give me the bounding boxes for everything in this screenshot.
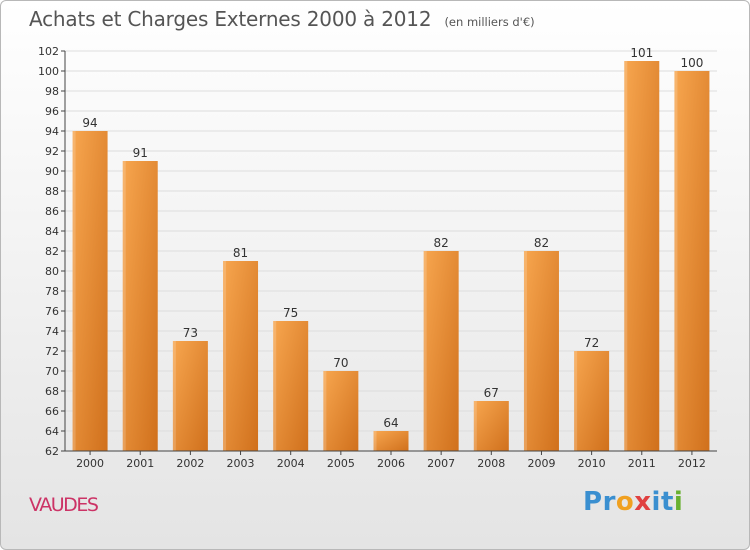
data-label: 73 [183, 326, 198, 340]
y-tick-label: 94 [45, 125, 59, 138]
y-tick-label: 82 [45, 245, 59, 258]
x-tick-label: 2004 [277, 457, 305, 470]
bar [323, 371, 359, 451]
data-label: 67 [484, 386, 499, 400]
data-label: 94 [82, 116, 97, 130]
data-label: 82 [534, 236, 549, 250]
y-tick-label: 68 [45, 385, 59, 398]
bar [273, 321, 309, 451]
bars-layer: 94 91 73 81 75 70 64 82 67 82 72 101 100 [72, 46, 710, 451]
bar-highlight [624, 61, 628, 451]
data-label: 81 [233, 246, 248, 260]
logo-letter: P [583, 487, 603, 517]
bar-highlight [523, 251, 527, 451]
y-tick-label: 76 [45, 305, 59, 318]
logo-letter: r [602, 487, 616, 517]
bar-highlight [574, 351, 578, 451]
y-tick-label: 80 [45, 265, 59, 278]
y-tick-label: 100 [38, 65, 59, 78]
y-tick-label: 86 [45, 205, 59, 218]
bar-highlight [223, 261, 227, 451]
data-label: 70 [333, 356, 348, 370]
commune-name: VAUDES [29, 494, 99, 516]
y-tick-label: 90 [45, 165, 59, 178]
logo-letter: i [673, 487, 684, 517]
bar-highlight [122, 161, 126, 451]
x-tick-label: 2003 [227, 457, 255, 470]
y-tick-label: 92 [45, 145, 59, 158]
y-tick-label: 70 [45, 365, 59, 378]
bar [122, 161, 158, 451]
data-label: 82 [434, 236, 449, 250]
bar [574, 351, 610, 451]
bar-highlight [674, 71, 678, 451]
x-tick-label: 2010 [578, 457, 606, 470]
bar-highlight [72, 131, 76, 451]
data-label: 91 [133, 146, 148, 160]
bar [473, 401, 509, 451]
logo-letter: t [660, 487, 674, 517]
y-tick-label: 64 [45, 425, 59, 438]
x-tick-label: 2007 [427, 457, 455, 470]
bar [72, 131, 108, 451]
data-label: 64 [383, 416, 398, 430]
y-tick-label: 74 [45, 325, 59, 338]
x-tick-label: 2001 [126, 457, 154, 470]
data-label: 75 [283, 306, 298, 320]
proxiti-logo[interactable]: Proxiti [583, 487, 683, 517]
axis-layer: 62 64 66 68 70 72 74 76 78 80 82 84 86 88 90 92 94 96 98 10… [38, 45, 717, 470]
chart-title: Achats et Charges Externes 2000 à 2012 [29, 7, 432, 31]
chart-subtitle: (en milliers d'€) [444, 15, 535, 29]
x-tick-label: 2002 [176, 457, 204, 470]
y-tick-label: 88 [45, 185, 59, 198]
bar-highlight [172, 341, 176, 451]
bar [523, 251, 559, 451]
bar-highlight [423, 251, 427, 451]
logo-letter: x [634, 487, 652, 517]
x-tick-label: 2012 [678, 457, 706, 470]
data-label: 100 [680, 56, 703, 70]
x-tick-label: 2011 [628, 457, 656, 470]
bar-highlight [473, 401, 477, 451]
bar-highlight [273, 321, 277, 451]
grid-layer [65, 50, 717, 452]
x-tick-label: 2000 [76, 457, 104, 470]
data-label: 101 [630, 46, 653, 60]
x-tick-label: 2008 [477, 457, 505, 470]
y-tick-label: 78 [45, 285, 59, 298]
bar-highlight [373, 431, 377, 451]
logo-letter: o [615, 487, 635, 517]
y-tick-label: 84 [45, 225, 59, 238]
title-row: Achats et Charges Externes 2000 à 2012 (… [29, 7, 535, 31]
bar [423, 251, 459, 451]
y-tick-label: 62 [45, 445, 59, 458]
x-tick-label: 2005 [327, 457, 355, 470]
bar [373, 431, 409, 451]
bar [172, 341, 208, 451]
data-label: 72 [584, 336, 599, 350]
bar [674, 71, 710, 451]
y-tick-label: 96 [45, 105, 59, 118]
bar-highlight [323, 371, 327, 451]
y-tick-label: 102 [38, 45, 59, 58]
y-tick-label: 98 [45, 85, 59, 98]
bar [223, 261, 259, 451]
x-tick-label: 2006 [377, 457, 405, 470]
bar [624, 61, 660, 451]
x-tick-label: 2009 [527, 457, 555, 470]
logo-letter: i [651, 487, 661, 517]
y-tick-label: 72 [45, 345, 59, 358]
y-tick-label: 66 [45, 405, 59, 418]
